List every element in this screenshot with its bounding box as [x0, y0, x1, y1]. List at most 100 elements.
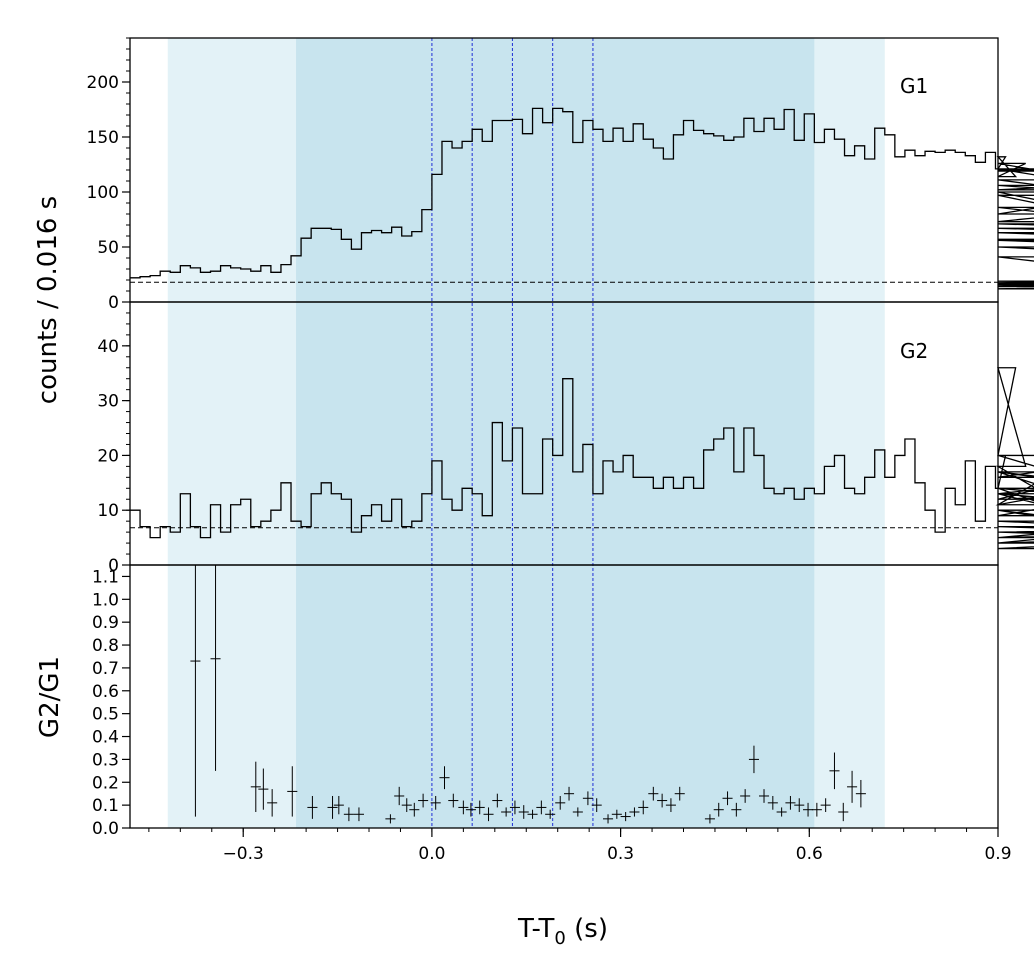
- panel-frame-ratio: [129, 564, 999, 829]
- ratio-point-9: [343, 807, 354, 822]
- ratio-point-51: [767, 795, 778, 810]
- panel-label-g2: G2: [900, 339, 928, 363]
- x-axis-label-sub: 0: [554, 928, 565, 949]
- axes: 0501001502000102030400.00.10.20.30.40.50…: [87, 37, 1012, 864]
- ratio-point-16: [430, 795, 441, 810]
- ratio-point-26: [518, 805, 529, 819]
- x-tick-label: 0.3: [607, 844, 634, 864]
- y-tick-label-G2: 40: [97, 337, 119, 357]
- ratio-point-18: [448, 793, 459, 808]
- ratio-point-41: [657, 793, 668, 808]
- y-tick-label-ratio: 1.0: [92, 590, 119, 610]
- ratio-point-54: [794, 798, 805, 812]
- x-axis-label: T-T0 (s): [517, 914, 608, 949]
- ratio-point-7: [327, 795, 338, 819]
- ratio-point-5: [287, 766, 298, 817]
- ratio-point-2: [250, 761, 261, 812]
- ratio-point-49: [748, 745, 759, 774]
- ratio-point-53: [785, 795, 796, 810]
- ratio-point-47: [731, 802, 742, 817]
- ratio-point-56: [811, 802, 822, 817]
- y-tick-label-ratio: 0.4: [92, 728, 119, 748]
- x-tick-label: 0.9: [984, 844, 1011, 864]
- y-tick-label-ratio: 0.2: [92, 773, 119, 793]
- ratio-point-44: [704, 814, 715, 824]
- ratio-point-37: [620, 811, 631, 822]
- ratio-point-13: [401, 798, 412, 812]
- ratio-point-30: [555, 795, 566, 810]
- x-tick-label: 0.6: [796, 844, 823, 864]
- x-tick-label: −0.3: [223, 844, 264, 864]
- ratio-point-4: [267, 789, 278, 817]
- ratio-point-33: [582, 791, 593, 806]
- x-axis-label-main: T-T: [517, 914, 554, 944]
- ratio-point-24: [501, 807, 512, 817]
- ratio-point-50: [758, 789, 770, 803]
- x-tick-label: 0.0: [418, 844, 445, 864]
- ratio-point-58: [829, 752, 840, 790]
- ratio-point-46: [722, 791, 733, 806]
- y-tick-label-ratio: 0.7: [92, 659, 119, 679]
- y-tick-label-G2: 30: [97, 392, 119, 412]
- y-tick-label-ratio: 0.8: [92, 636, 119, 656]
- ratio-point-12: [394, 786, 405, 806]
- ratio-point-35: [602, 814, 614, 824]
- ratio-point-21: [474, 800, 485, 815]
- inner-interval-shade: [296, 38, 815, 828]
- ratio-point-45: [713, 802, 724, 817]
- y-axis-label-ratio: G2/G1: [35, 656, 65, 738]
- y-tick-label-ratio: 0.9: [92, 613, 119, 633]
- y-tick-label-ratio: 0.6: [92, 682, 119, 702]
- ratio-point-29: [545, 809, 556, 819]
- ratio-point-36: [611, 809, 622, 819]
- ratio-point-20: [465, 802, 476, 817]
- ratio-point-61: [855, 779, 866, 808]
- ratio-point-39: [638, 800, 649, 815]
- ratio-point-38: [629, 807, 640, 817]
- y-tick-label-ratio: 0.3: [92, 750, 119, 770]
- ratio-point-17: [439, 766, 450, 790]
- y-tick-label-G1: 0: [108, 293, 119, 313]
- ratio-point-60: [847, 770, 858, 803]
- ratio-point-57: [820, 798, 831, 812]
- histogram-G1: [130, 107, 1034, 290]
- ratio-point-27: [527, 809, 538, 819]
- ratio-point-10: [353, 807, 364, 822]
- ratio-point-31: [564, 786, 575, 801]
- ratio-point-42: [665, 798, 676, 812]
- interval-shading: [167, 38, 885, 828]
- ratio-point-19: [458, 800, 469, 815]
- ratio-point-52: [776, 807, 787, 817]
- x-axis-label-unit: (s): [566, 914, 608, 944]
- panel-label-g1: G1: [900, 74, 928, 98]
- y-tick-label-ratio: 0.5: [92, 705, 119, 725]
- ratio-point-1: [210, 565, 221, 771]
- ratio-point-14: [409, 802, 420, 817]
- ratio-point-43: [674, 786, 685, 801]
- ratio-point-3: [258, 768, 269, 810]
- histogram-G2: [130, 367, 1034, 550]
- ratio-point-28: [536, 800, 547, 815]
- y-tick-label-G2: 20: [97, 446, 119, 466]
- y-tick-label-G1: 100: [87, 183, 119, 203]
- ratio-point-25: [509, 800, 520, 815]
- ratio-point-32: [572, 807, 583, 817]
- y-tick-label-G2: 10: [97, 501, 119, 521]
- y-tick-label-ratio: 0.1: [92, 796, 119, 816]
- ratio-point-23: [492, 793, 503, 808]
- y-tick-label-G2: 0: [108, 556, 119, 576]
- ratio-point-0: [190, 565, 201, 817]
- ratio-point-8: [333, 795, 344, 815]
- y-axis-label-counts: counts / 0.016 s: [33, 196, 63, 404]
- ratio-point-55: [803, 802, 814, 817]
- ratio-point-59: [838, 802, 849, 822]
- y-tick-label-G1: 50: [97, 238, 119, 258]
- data-series: [130, 107, 1034, 824]
- time-markers: [431, 38, 594, 828]
- y-tick-label-G1: 150: [87, 128, 119, 148]
- ratio-point-34: [591, 798, 602, 812]
- ratio-point-11: [385, 814, 396, 824]
- ratio-point-48: [740, 789, 751, 803]
- ratio-point-6: [307, 795, 318, 819]
